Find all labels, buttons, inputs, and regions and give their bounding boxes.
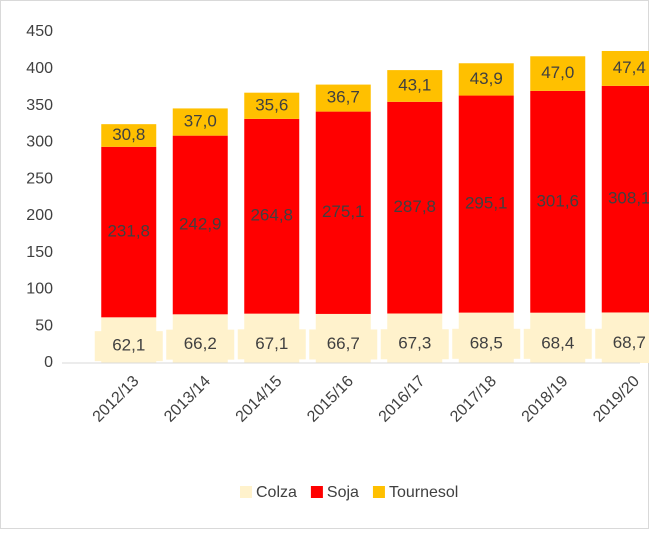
bar-segment: [172, 135, 228, 315]
data-label: 43,9: [470, 69, 503, 88]
y-tick-label: 350: [26, 97, 53, 114]
data-label: 295,1: [465, 194, 508, 213]
data-label-box: [237, 329, 306, 360]
y-tick-label: 0: [44, 354, 53, 371]
y-tick-label: 450: [26, 23, 53, 40]
data-label: 37,0: [184, 112, 217, 131]
data-label: 264,8: [250, 206, 293, 225]
legend-label: Colza: [256, 484, 297, 501]
data-label: 67,1: [255, 334, 288, 353]
data-label: 67,3: [398, 334, 431, 353]
bar-segment: [601, 85, 649, 313]
data-label: 36,7: [327, 88, 360, 107]
data-label-box: [309, 329, 378, 360]
data-label-box: [452, 328, 521, 359]
data-label-box: [380, 329, 449, 360]
bar-segment: [458, 95, 514, 313]
data-label: 35,6: [255, 95, 288, 114]
bar-segment: [172, 108, 228, 136]
data-label: 47,0: [541, 63, 574, 82]
bar-segment: [244, 92, 300, 119]
bar-segment: [601, 50, 649, 86]
data-label: 242,9: [179, 214, 222, 233]
data-label: 47,4: [613, 58, 646, 77]
y-tick-label: 400: [26, 60, 53, 77]
y-tick-label: 100: [26, 281, 53, 298]
bar-segment: [530, 90, 586, 313]
data-label: 275,1: [322, 202, 365, 221]
data-label: 68,4: [541, 333, 574, 352]
data-label: 62,1: [112, 336, 145, 355]
data-label: 66,7: [327, 334, 360, 353]
y-tick-label: 150: [26, 244, 53, 261]
data-label: 68,5: [470, 333, 503, 352]
data-label-box: [166, 329, 235, 360]
data-label: 66,2: [184, 334, 217, 353]
data-label: 231,8: [107, 222, 150, 241]
data-label-box: [94, 331, 163, 362]
legend-swatch: [310, 486, 323, 498]
data-label: 287,8: [393, 197, 436, 216]
legend-swatch: [372, 486, 385, 498]
data-label: 308,1: [608, 189, 649, 208]
legend-label: Tournesol: [389, 484, 458, 501]
data-label-box: [595, 328, 649, 359]
data-label: 30,8: [112, 125, 145, 144]
bar-segment: [244, 118, 300, 314]
y-tick-label: 50: [35, 317, 53, 334]
data-label: 301,6: [536, 191, 579, 210]
data-label-box: [523, 328, 592, 359]
bar-segment: [387, 101, 443, 314]
bar-segment: [458, 63, 514, 96]
y-tick-label: 200: [26, 207, 53, 224]
bar-segment: [101, 146, 157, 318]
bar-segment: [315, 111, 371, 314]
y-tick-label: 300: [26, 134, 53, 151]
bar-segment: [101, 124, 157, 147]
bar-segment: [387, 70, 443, 102]
y-tick-label: 250: [26, 170, 53, 187]
bar-segment: [315, 84, 371, 112]
legend-label: Soja: [327, 484, 359, 501]
bar-segment: [530, 56, 586, 91]
legend-swatch: [240, 486, 252, 498]
data-label: 68,7: [613, 333, 646, 352]
data-label: 43,1: [398, 75, 431, 94]
